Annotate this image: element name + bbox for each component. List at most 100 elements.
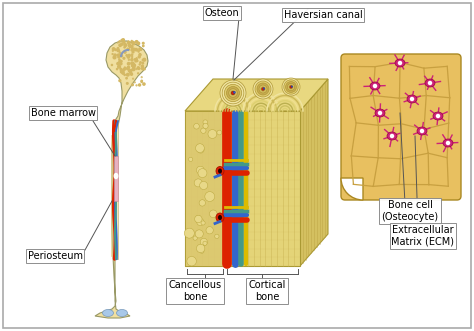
Circle shape bbox=[201, 221, 205, 225]
Ellipse shape bbox=[433, 112, 443, 120]
Circle shape bbox=[255, 81, 271, 97]
Circle shape bbox=[124, 74, 125, 75]
Circle shape bbox=[262, 88, 264, 90]
Circle shape bbox=[120, 55, 122, 57]
Circle shape bbox=[128, 41, 129, 42]
Ellipse shape bbox=[407, 95, 417, 103]
Circle shape bbox=[436, 114, 440, 118]
Circle shape bbox=[210, 210, 217, 218]
Circle shape bbox=[199, 200, 205, 206]
Circle shape bbox=[117, 63, 119, 65]
Circle shape bbox=[119, 60, 121, 63]
Circle shape bbox=[259, 85, 267, 93]
FancyBboxPatch shape bbox=[341, 54, 461, 200]
Circle shape bbox=[286, 82, 296, 92]
Circle shape bbox=[227, 86, 239, 100]
Circle shape bbox=[131, 49, 132, 50]
Circle shape bbox=[222, 82, 244, 104]
Circle shape bbox=[127, 68, 129, 70]
Circle shape bbox=[112, 50, 113, 51]
Circle shape bbox=[142, 60, 144, 61]
Ellipse shape bbox=[114, 173, 118, 178]
Text: Bone marrow: Bone marrow bbox=[30, 108, 95, 118]
Circle shape bbox=[118, 65, 120, 68]
Circle shape bbox=[117, 49, 119, 52]
Circle shape bbox=[203, 241, 207, 245]
Circle shape bbox=[119, 80, 121, 82]
Circle shape bbox=[112, 48, 115, 50]
Circle shape bbox=[128, 49, 129, 50]
Circle shape bbox=[200, 181, 208, 190]
Circle shape bbox=[133, 43, 135, 45]
Circle shape bbox=[131, 59, 133, 61]
Circle shape bbox=[132, 65, 133, 67]
Circle shape bbox=[196, 144, 204, 153]
Circle shape bbox=[115, 49, 117, 51]
Circle shape bbox=[131, 54, 133, 55]
Circle shape bbox=[128, 59, 129, 60]
Circle shape bbox=[135, 59, 136, 60]
Circle shape bbox=[121, 43, 123, 45]
Ellipse shape bbox=[216, 213, 224, 222]
Circle shape bbox=[123, 57, 125, 59]
Text: Osteon: Osteon bbox=[205, 8, 239, 18]
Circle shape bbox=[289, 85, 293, 89]
Circle shape bbox=[126, 55, 128, 56]
Circle shape bbox=[131, 40, 132, 41]
Circle shape bbox=[140, 62, 141, 63]
Circle shape bbox=[378, 111, 382, 115]
Ellipse shape bbox=[218, 215, 222, 220]
Circle shape bbox=[121, 70, 124, 73]
Circle shape bbox=[132, 62, 134, 64]
Circle shape bbox=[208, 130, 217, 138]
Circle shape bbox=[137, 60, 138, 62]
Circle shape bbox=[198, 168, 207, 177]
Circle shape bbox=[132, 63, 133, 64]
Circle shape bbox=[141, 80, 143, 82]
Circle shape bbox=[398, 61, 402, 65]
Circle shape bbox=[135, 41, 138, 43]
Circle shape bbox=[131, 50, 132, 51]
Circle shape bbox=[128, 54, 130, 57]
Circle shape bbox=[257, 83, 269, 95]
Circle shape bbox=[139, 64, 140, 65]
Circle shape bbox=[136, 85, 137, 86]
Circle shape bbox=[139, 48, 141, 50]
Circle shape bbox=[111, 65, 112, 66]
Circle shape bbox=[139, 54, 141, 55]
Circle shape bbox=[194, 123, 199, 129]
Ellipse shape bbox=[395, 59, 405, 67]
Ellipse shape bbox=[370, 82, 380, 90]
Circle shape bbox=[120, 55, 121, 57]
Circle shape bbox=[132, 84, 133, 86]
Circle shape bbox=[141, 68, 142, 69]
Circle shape bbox=[138, 56, 140, 58]
Circle shape bbox=[137, 67, 139, 69]
Circle shape bbox=[143, 58, 146, 61]
Text: Bone cell
(Osteocyte): Bone cell (Osteocyte) bbox=[382, 200, 438, 222]
Circle shape bbox=[132, 41, 134, 43]
Circle shape bbox=[133, 67, 135, 69]
Circle shape bbox=[135, 60, 137, 62]
Circle shape bbox=[290, 86, 292, 88]
Circle shape bbox=[428, 81, 432, 85]
Circle shape bbox=[253, 79, 273, 99]
Circle shape bbox=[142, 68, 144, 70]
Circle shape bbox=[123, 41, 125, 43]
Circle shape bbox=[132, 65, 133, 66]
Circle shape bbox=[261, 87, 265, 91]
Circle shape bbox=[142, 62, 144, 64]
Circle shape bbox=[124, 47, 125, 48]
Circle shape bbox=[119, 52, 120, 53]
Text: Cortical
bone: Cortical bone bbox=[248, 280, 286, 302]
Circle shape bbox=[128, 42, 130, 43]
Ellipse shape bbox=[417, 127, 427, 135]
Circle shape bbox=[112, 54, 113, 55]
Circle shape bbox=[121, 61, 122, 62]
Circle shape bbox=[187, 257, 196, 266]
Circle shape bbox=[128, 44, 131, 47]
Circle shape bbox=[131, 46, 133, 47]
Ellipse shape bbox=[387, 132, 397, 140]
Circle shape bbox=[120, 71, 122, 72]
Polygon shape bbox=[113, 121, 118, 259]
